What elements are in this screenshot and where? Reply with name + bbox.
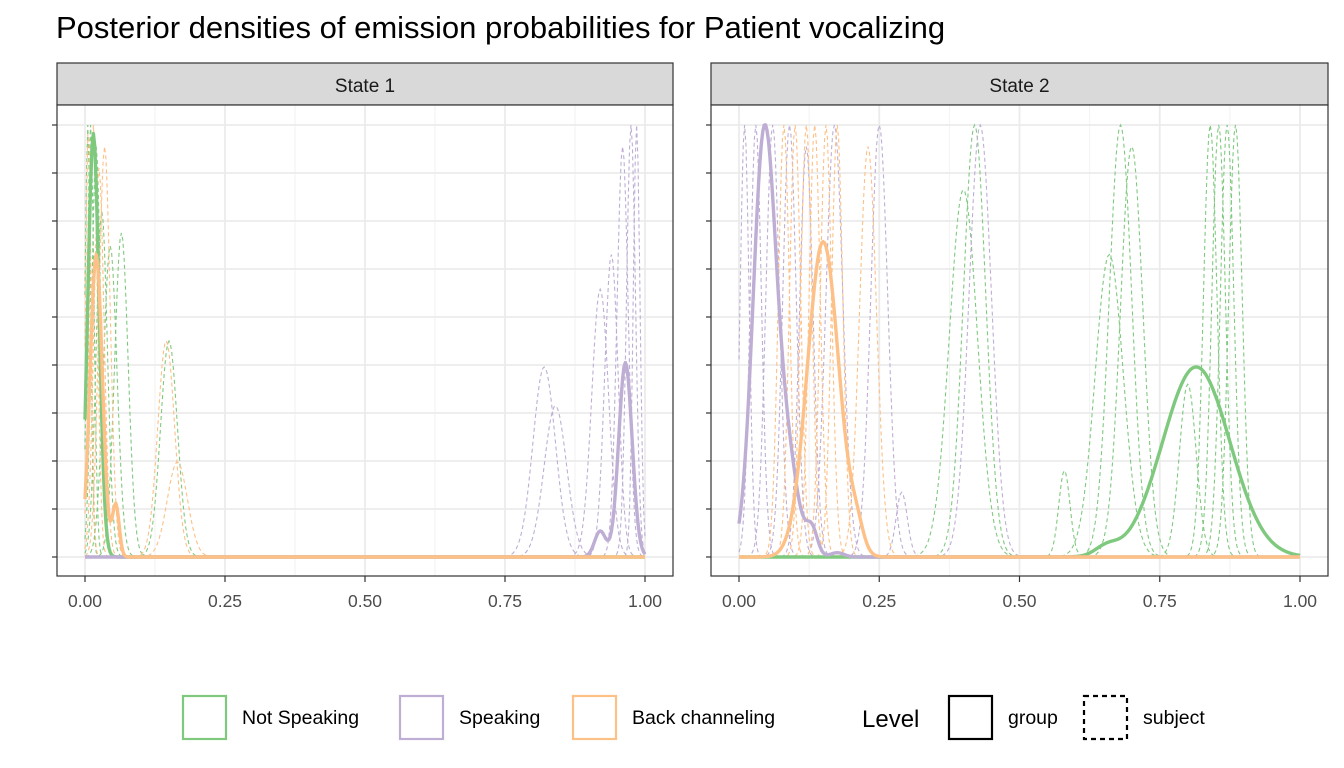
- facet-strip: [710, 62, 1329, 106]
- group-density-back-channeling: [738, 239, 1301, 559]
- group-density-back-channeling: [83, 252, 646, 559]
- x-tick-label: 0.75: [488, 591, 522, 611]
- panel-1: State 1 0.00 0.25 0.50 0.75 1.00: [52, 62, 674, 611]
- x-tick-label: 0.75: [1143, 591, 1177, 611]
- x-tick-label: 0.25: [862, 591, 896, 611]
- legend-key-group: [947, 694, 994, 741]
- x-tick-label: 0.50: [1002, 591, 1036, 611]
- x-tick-label: 0.50: [348, 591, 382, 611]
- x-tick-label: 0.25: [208, 591, 242, 611]
- density-curves: [83, 124, 647, 559]
- x-tick-label: 1.00: [628, 591, 662, 611]
- legend-key-speaking: [398, 694, 445, 741]
- legend-key-back-channeling: [571, 694, 618, 741]
- panel-2: State 2 0.00 0.25 0.50 0.75 1.00: [706, 62, 1329, 611]
- facet-strip-label: State 1: [335, 76, 395, 97]
- legend-title: Level: [862, 706, 919, 733]
- density-curves: [737, 123, 1301, 559]
- x-tick-label: 0.00: [68, 591, 102, 611]
- legend-label: Not Speaking: [242, 707, 359, 729]
- x-tick-label: 1.00: [1283, 591, 1317, 611]
- legend: Not Speaking Speaking Back channeling Level…: [181, 694, 1205, 741]
- legend-key-subject: [1082, 694, 1129, 741]
- legend-label: group: [1008, 707, 1058, 729]
- legend-key-not-speaking: [181, 694, 228, 741]
- facet-strip: [56, 62, 674, 106]
- legend-label: Back channeling: [632, 707, 775, 729]
- x-tick-label: 0.00: [722, 591, 756, 611]
- chart-title: Posterior densities of emission probabil…: [56, 10, 946, 45]
- legend-label: subject: [1143, 707, 1205, 729]
- legend-label: Speaking: [459, 707, 540, 729]
- facet-strip-label: State 2: [989, 76, 1049, 97]
